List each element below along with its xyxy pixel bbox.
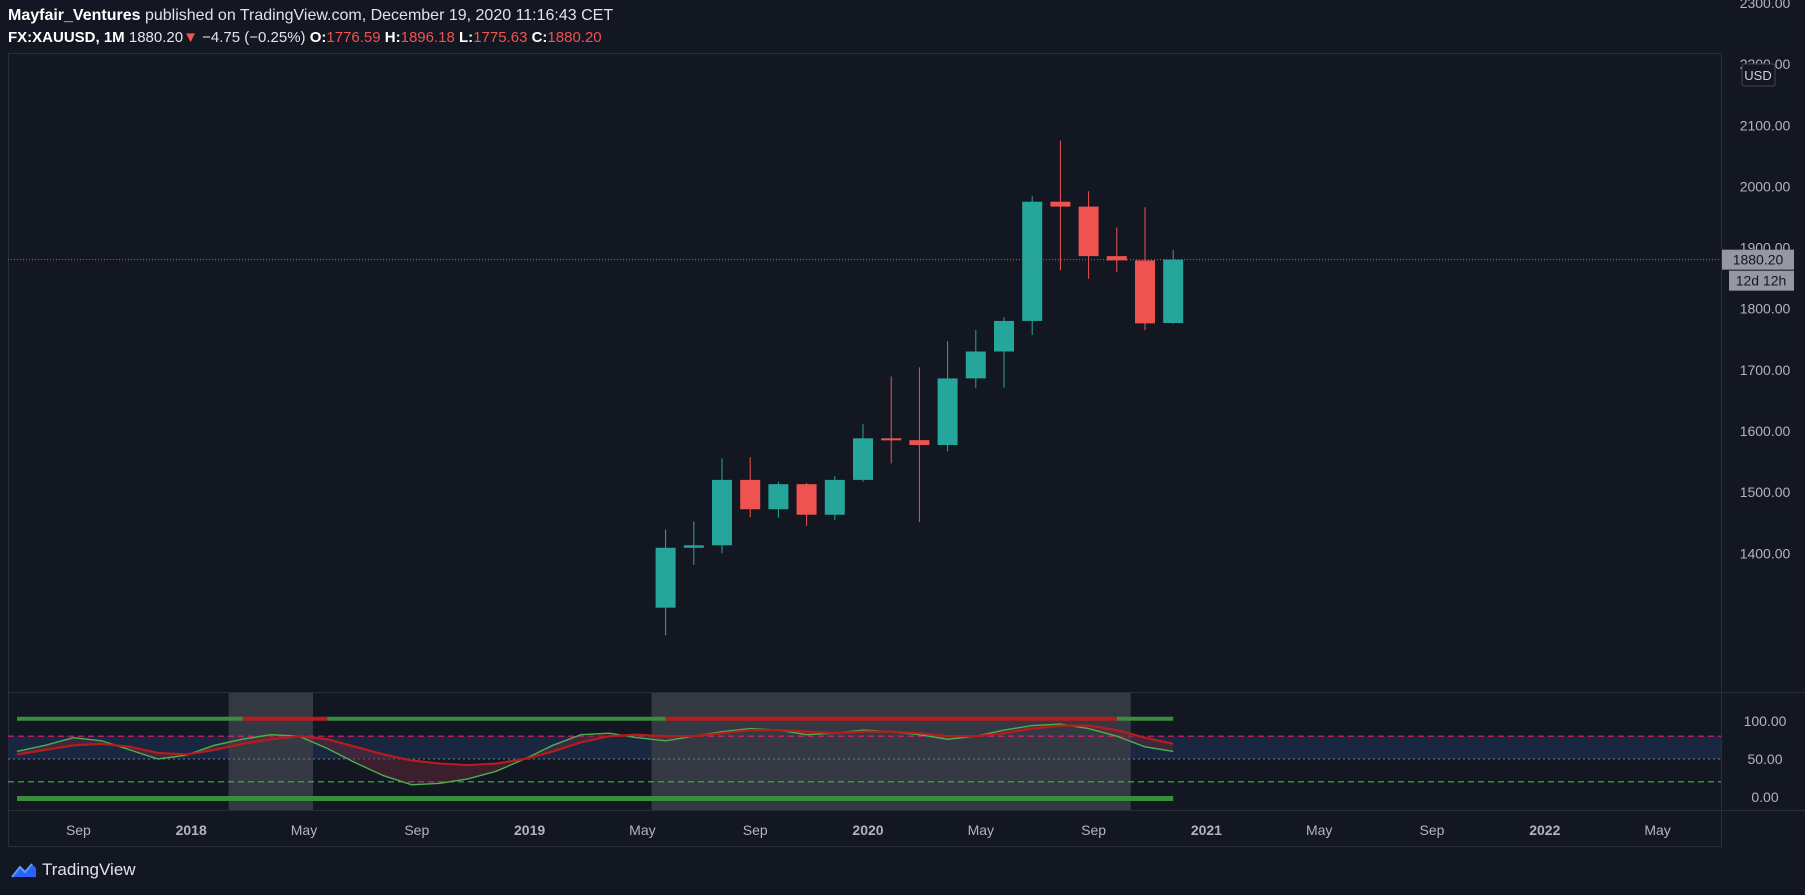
candle-body <box>824 479 845 515</box>
close-label: C: <box>531 29 548 46</box>
main-pane-area <box>9 54 1721 692</box>
candle[interactable] <box>712 458 732 554</box>
axes: 2400.002300.002200.002100.002000.001900.… <box>66 0 1791 838</box>
symbol-label: FX:XAUUSD, 1M <box>8 29 125 46</box>
candle-body <box>909 440 930 446</box>
highlight-range <box>228 693 313 810</box>
oscillator-tick-label: 0.00 <box>1751 789 1778 805</box>
price-change: −4.75 (−0.25%) <box>202 29 306 46</box>
candle-body <box>994 320 1014 352</box>
last-price-marker <box>1722 249 1794 270</box>
oscillator-pane[interactable] <box>8 54 1721 810</box>
time-tick-label: Sep <box>1420 822 1445 838</box>
time-tick-label: Sep <box>66 822 91 838</box>
tradingview-brand: TradingView <box>42 860 136 879</box>
last-price: 1880.20 <box>128 29 184 46</box>
candle[interactable] <box>937 341 958 452</box>
time-tick-label: Sep <box>404 822 429 838</box>
candles-group <box>655 140 1184 636</box>
candle[interactable] <box>1078 191 1099 279</box>
countdown-marker <box>1729 270 1794 291</box>
candle-body <box>1078 206 1099 257</box>
candle-body <box>937 378 958 446</box>
candle-body <box>683 545 704 548</box>
author-name[interactable]: Mayfair_Ventures <box>8 7 141 24</box>
oscillator-tick-label: 100.00 <box>1744 713 1787 729</box>
high-label: H: <box>384 29 401 46</box>
candle[interactable] <box>853 424 873 482</box>
time-tick-label: Sep <box>743 822 768 838</box>
low-value: 1775.63 <box>473 29 528 46</box>
oscillator-slow-line[interactable] <box>16 724 1174 767</box>
candle[interactable] <box>909 367 930 523</box>
candle-body <box>655 547 676 608</box>
published-text: published on TradingView.com, December 1… <box>144 7 614 24</box>
high-value: 1896.18 <box>400 29 455 46</box>
last-price-label: 1880.20 <box>1733 252 1784 268</box>
currency-label: USD <box>1744 68 1771 83</box>
candle-body <box>712 479 732 546</box>
time-tick-label: 2018 <box>176 822 207 838</box>
candle[interactable] <box>1022 196 1043 335</box>
candle-body <box>853 438 873 480</box>
oscillator-tick-label: 50.00 <box>1747 751 1782 767</box>
price-tick-label: 2100.00 <box>1740 117 1791 133</box>
candle[interactable] <box>965 330 986 389</box>
price-tick-label: 1400.00 <box>1740 545 1791 561</box>
candle[interactable] <box>1106 227 1127 273</box>
time-tick-label: May <box>1306 822 1332 838</box>
open-value: 1776.59 <box>326 29 381 46</box>
candle-body <box>768 484 789 510</box>
candle-body <box>881 438 902 441</box>
time-tick-label: May <box>291 822 317 838</box>
currency-badge[interactable] <box>1741 63 1776 87</box>
time-tick-label: Sep <box>1081 822 1106 838</box>
price-tick-label: 2300.00 <box>1740 0 1791 11</box>
open-label: O: <box>309 29 327 46</box>
candle[interactable] <box>740 457 761 518</box>
price-tick-label: 1800.00 <box>1740 301 1791 317</box>
candle[interactable] <box>1135 207 1155 331</box>
candle[interactable] <box>796 482 817 526</box>
price-tick-label: 2000.00 <box>1740 178 1791 194</box>
candle-body <box>1135 260 1155 324</box>
down-arrow-icon: ▼ <box>183 29 198 46</box>
time-tick-label: 2021 <box>1191 822 1222 838</box>
price-tick-label: 1700.00 <box>1740 362 1791 378</box>
time-tick-label: May <box>629 822 655 838</box>
candle-body <box>1022 201 1043 321</box>
time-tick-label: May <box>968 822 994 838</box>
candle[interactable] <box>881 376 902 464</box>
time-tick-label: 2022 <box>1529 822 1560 838</box>
candle[interactable] <box>655 529 676 636</box>
tradingview-logo-icon <box>11 863 36 878</box>
highlight-range <box>651 693 1131 810</box>
candle-body <box>1050 201 1071 207</box>
countdown-label: 12d 12h <box>1736 273 1787 289</box>
candle[interactable] <box>824 476 845 521</box>
close-value: 1880.20 <box>547 29 602 46</box>
price-tick-label: 1600.00 <box>1740 423 1791 439</box>
candle-body <box>965 351 986 379</box>
candle-body <box>1106 256 1127 261</box>
time-tick-label: 2019 <box>514 822 545 838</box>
low-label: L: <box>459 29 474 46</box>
tradingview-logo[interactable]: TradingView <box>10 860 136 880</box>
candlestick-series[interactable] <box>655 140 1184 636</box>
candle-body <box>796 484 817 515</box>
candle[interactable] <box>1163 249 1184 324</box>
candle[interactable] <box>683 521 704 565</box>
time-tick-label: May <box>1644 822 1670 838</box>
publish-header: Mayfair_Ventures published on TradingVie… <box>8 7 613 25</box>
candle-body <box>1163 259 1184 324</box>
symbol-legend: FX:XAUUSD, 1M 1880.20▼ −4.75 (−0.25%) O:… <box>8 29 602 46</box>
price-tick-label: 1500.00 <box>1740 484 1791 500</box>
candle-body <box>740 479 761 510</box>
candle[interactable] <box>1050 140 1071 271</box>
candle[interactable] <box>768 481 789 518</box>
time-tick-label: 2020 <box>852 822 883 838</box>
candle[interactable] <box>994 317 1014 388</box>
